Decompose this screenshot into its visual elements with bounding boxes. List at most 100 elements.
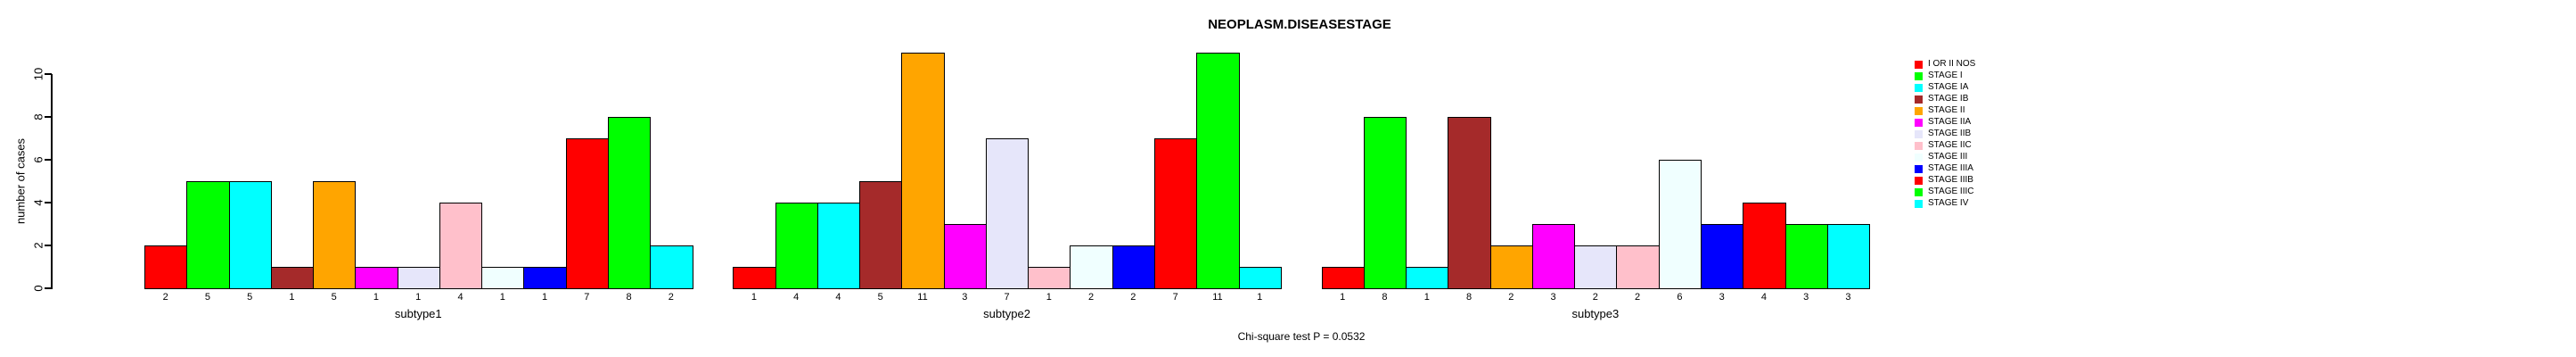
y-axis-tick [45,287,52,289]
bar-subtype2-stage-iia [943,224,987,289]
bar-subtype3-stage-ib [1448,117,1491,289]
y-axis-tick-label: 6 [31,156,45,163]
bar-value-label: 8 [626,292,632,303]
bar-subtype2-stage-iiib [1154,138,1198,289]
bar-value-label: 6 [1677,292,1683,303]
bar-value-label: 1 [289,292,295,303]
bar-subtype3-stage-iii [1658,160,1702,289]
legend-swatch-i-or-ii-nos [1915,60,1923,69]
y-axis-tick [45,116,52,118]
bar-value-label: 4 [1760,292,1767,303]
bar-subtype3-stage-iiia [1701,224,1744,289]
bar-subtype3-i-or-ii-nos [1321,267,1365,289]
bar-value-label: 2 [1130,292,1136,303]
bar-subtype1-stage-ia [228,181,272,289]
bar-value-label: 8 [1382,292,1388,303]
bar-value-label: 8 [1465,292,1473,303]
bar-value-label: 3 [962,292,968,303]
y-axis-tick-label: 0 [31,285,45,292]
bar-subtype3-stage-iic [1616,245,1660,289]
bar-subtype2-stage-iic [1028,267,1071,289]
bar-value-label: 3 [1719,292,1725,303]
bar-subtype2-stage-i [775,203,818,289]
legend-swatch-stage-iia [1915,118,1923,127]
legend-swatch-stage-iiib [1915,176,1923,185]
legend-swatch-stage-iib [1915,129,1923,138]
bar-subtype1-stage-ib [270,267,315,289]
legend-swatch-stage-iiia [1915,164,1923,173]
chi-square-annotation: Chi-square test P = 0.0532 [1237,330,1366,343]
y-axis-tick [45,202,52,203]
bar-value-label: 7 [584,292,590,303]
bar-value-label: 1 [373,292,380,303]
bar-value-label: 1 [1423,292,1430,303]
bar-value-label: 1 [415,292,422,303]
bar-value-label: 5 [877,292,883,303]
legend-label: STAGE IV [1928,198,1969,208]
bar-subtype3-stage-ii [1489,245,1533,289]
bar-subtype2-stage-iib [985,138,1030,289]
bar-value-label: 7 [1004,292,1010,303]
legend-label: STAGE IB [1928,94,1969,104]
bar-subtype1-stage-i [186,181,230,289]
bar-subtype1-i-or-ii-nos [144,245,188,289]
bar-value-label: 2 [1088,292,1095,303]
bar-value-label: 1 [541,292,548,303]
y-axis-tick-label: 10 [31,67,45,81]
bar-value-label: 4 [457,292,464,303]
legend-label: STAGE IA [1928,82,1969,92]
bar-subtype1-stage-iiia [523,267,567,289]
bar-subtype1-stage-ii [313,181,357,289]
bar-value-label: 3 [1803,292,1809,303]
y-axis-tick [45,73,52,75]
y-axis-label: number of cases [13,137,28,225]
bar-subtype1-stage-iiib [565,138,609,289]
legend-swatch-stage-iii [1915,153,1923,162]
bar-subtype3-stage-iia [1531,224,1576,289]
legend-swatch-stage-ii [1915,106,1923,115]
bar-subtype1-stage-iic [439,203,483,289]
x-axis-group-label-subtype1: subtype1 [394,307,442,320]
bar-subtype1-stage-iib [397,267,440,289]
bar-value-label: 11 [1212,292,1223,303]
bar-value-label: 5 [204,292,210,303]
legend-label: STAGE IIC [1928,140,1972,150]
x-axis-group-label-subtype2: subtype2 [983,307,1030,320]
bar-subtype3-stage-iib [1574,245,1618,289]
bar-value-label: 3 [1845,292,1851,303]
legend-label: STAGE IIA [1928,117,1972,127]
bar-subtype1-stage-iii [481,267,525,289]
bar-value-label: 2 [668,292,674,303]
y-axis-tick-label: 8 [31,113,45,120]
legend-label: STAGE IIB [1928,129,1972,138]
legend-label: STAGE II [1928,105,1965,115]
legend-label: STAGE IIIA [1928,163,1973,173]
bar-value-label: 3 [1550,292,1556,303]
bar-subtype1-stage-iia [355,267,398,289]
bar-value-label: 4 [793,292,800,303]
bar-subtype1-stage-iiic [607,117,652,289]
x-axis-group-label-subtype3: subtype3 [1571,307,1620,320]
legend-swatch-stage-iiic [1915,187,1923,196]
y-axis-tick-label: 4 [31,199,45,206]
bar-subtype2-stage-iv [1238,267,1282,289]
bar-subtype1-stage-iv [650,245,693,289]
bar-subtype3-stage-ia [1406,267,1449,289]
legend-label: STAGE IIIB [1928,175,1973,185]
bar-subtype2-stage-iii [1070,245,1113,289]
y-axis-tick-label: 2 [31,242,45,249]
bar-subtype2-stage-iiia [1112,245,1155,289]
bar-value-label: 1 [751,292,757,303]
bar-subtype2-stage-ii [901,53,945,289]
bar-subtype3-stage-iv [1826,224,1871,289]
legend-label: STAGE IIIC [1928,187,1974,196]
bar-value-label: 1 [1257,292,1263,303]
bar-value-label: 2 [1508,292,1514,303]
legend-swatch-stage-ib [1915,95,1923,104]
bar-value-label: 4 [835,292,841,303]
bar-subtype3-stage-iiib [1743,203,1786,289]
legend-label: I OR II NOS [1928,59,1976,69]
bar-subtype3-stage-iiic [1784,224,1828,289]
bar-value-label: 2 [1592,292,1598,303]
